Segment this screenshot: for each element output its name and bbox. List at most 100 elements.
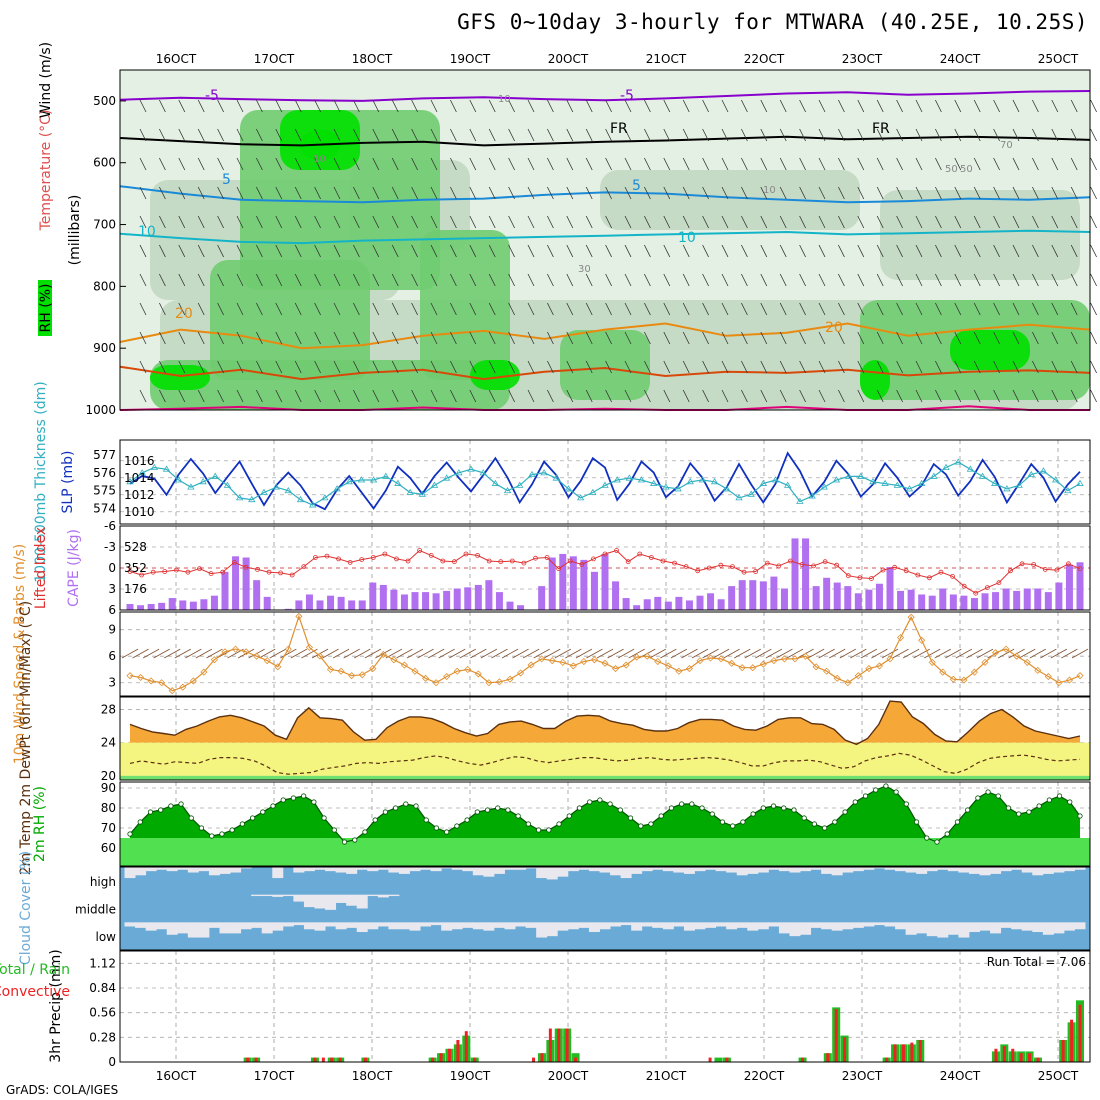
wind-barb-10m (681, 648, 698, 659)
wind-barb-ua (1090, 128, 1097, 142)
li-point (984, 585, 990, 590)
cape-bar (474, 584, 482, 610)
precip-conv-bar (1028, 1053, 1032, 1062)
cape-bar (854, 593, 862, 610)
wind-barb-ua (1051, 360, 1059, 374)
li-point (255, 567, 260, 572)
wind-barb-ua (411, 331, 418, 345)
wind-barb-ua (1070, 157, 1078, 171)
wind-barb-ua (508, 389, 515, 403)
li-point (498, 559, 504, 565)
li-point (1066, 561, 1071, 567)
wind-barb-ua (256, 273, 263, 287)
wind-barb-ua (333, 273, 341, 287)
wind-speed-point (274, 663, 282, 671)
wind-barb-ua (508, 186, 515, 200)
thickness-point (260, 488, 268, 495)
cloud-gap (377, 922, 389, 927)
cape-bar (770, 576, 778, 610)
wind-barb-ua (217, 360, 224, 374)
wind-barb-ua (915, 128, 923, 142)
wind-barb-ua (721, 99, 729, 113)
wind-barb-ua (372, 360, 380, 374)
precip-conv-bar (431, 1057, 435, 1062)
wind-barb-ua (954, 331, 962, 345)
cloud-gap (821, 867, 833, 874)
wind-barb-ua (430, 360, 438, 374)
wind-barb-ua (1090, 99, 1097, 113)
wind-barb-ua (372, 157, 380, 171)
wind-barb-ua (741, 215, 748, 229)
wind-barb-ua (508, 128, 515, 142)
wind-barb-ua (469, 360, 477, 374)
wind-barb-ua (624, 157, 632, 171)
precip-conv-bar (901, 1044, 905, 1062)
wind-speed-point (685, 665, 694, 673)
cape-bar (992, 592, 1000, 610)
wind-barb-10m (354, 648, 371, 659)
wind-barb-ua (954, 215, 962, 229)
wind-barb-10m (237, 648, 255, 659)
cloud-gap (420, 867, 432, 870)
wind-barb-ua (450, 360, 457, 374)
wind-barb-ua (450, 302, 457, 316)
cloud-gap (905, 867, 917, 873)
wind-barb-ua (159, 157, 166, 171)
cloud-gap (789, 867, 801, 873)
ylabel-cloud: Cloud Cover (%) (18, 851, 34, 965)
wind-barb-ua (197, 273, 205, 287)
li-point (614, 548, 619, 553)
cloud-gap (736, 922, 748, 928)
rh-region-13 (150, 365, 210, 390)
cloud-gap (757, 867, 769, 873)
wind-barb-ua (605, 331, 612, 345)
wind-barb-ua (838, 186, 845, 200)
wind-barb-ua (488, 99, 496, 113)
wind-barb-ua (838, 273, 845, 287)
rh2m-point (924, 835, 930, 841)
thickness-point (235, 494, 244, 501)
panel-fills (38, 70, 1090, 410)
wind-speed-point (622, 661, 630, 669)
wind-barb-ua (973, 157, 981, 171)
xtick-bottom: 17OCT (254, 1069, 295, 1083)
wind-barb-ua (760, 331, 768, 345)
wind-barb-ua (333, 128, 341, 142)
wind-barb-ua (954, 389, 962, 403)
wind-barb-ua (391, 331, 399, 345)
rh2m-point (801, 815, 807, 821)
thickness-point (966, 465, 975, 472)
xtick-bottom: 16OCT (156, 1069, 197, 1083)
wind-barb-ua (294, 273, 302, 287)
wind-barb-ua (1090, 273, 1097, 287)
wind-speed-point (200, 668, 208, 676)
wind-barb-ua (275, 302, 283, 316)
rh2m-point (995, 793, 1001, 799)
cape-bar (1055, 582, 1063, 610)
ytick-precip: 0.56 (89, 1006, 116, 1020)
legend-total-rain: Total / Rain (0, 962, 70, 978)
thickness-point (747, 490, 755, 497)
cape-bar (928, 595, 936, 610)
wind-barb-ua (430, 186, 438, 200)
wind-barb-ua (915, 215, 923, 229)
wind-barb-ua (566, 244, 574, 258)
cape-bar (1002, 588, 1010, 610)
wind-barb-ua (702, 157, 709, 171)
wind-barb-ua (256, 331, 263, 345)
cloud-gap (852, 867, 864, 872)
cloud-gap (937, 922, 949, 938)
cape-bar (601, 553, 609, 610)
wind-speed-point (611, 665, 620, 673)
wind-barb-10m (712, 648, 730, 659)
ytick-li: 0 (108, 561, 116, 575)
wind-barb-ua (294, 128, 302, 142)
wind-barb-ua (741, 244, 748, 258)
cloud-gap (831, 867, 843, 876)
rh2m-point (913, 819, 920, 825)
rh2m-point (188, 815, 194, 821)
wind-speed-point (875, 662, 884, 670)
wind-barb-ua (391, 273, 399, 287)
wind-barb-ua (721, 273, 729, 287)
